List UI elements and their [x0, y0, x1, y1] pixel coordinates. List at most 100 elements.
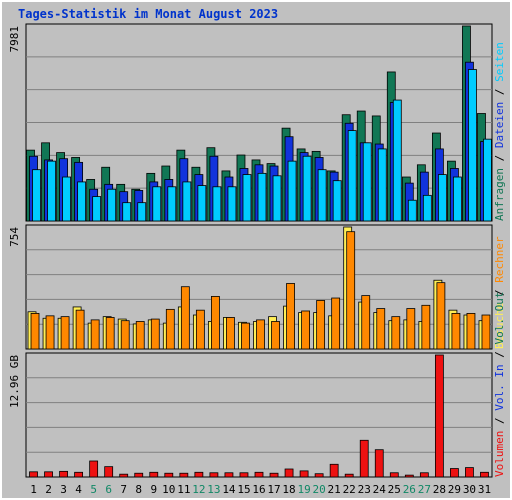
bar-visits-rechner-day-9 — [150, 318, 160, 350]
side-legend-volume: Volumen / Vol. In / Vol. Out — [493, 292, 506, 477]
x-tick-label-day-1: 1 — [30, 483, 37, 496]
x-tick-label-day-30: 30 — [463, 483, 476, 496]
x-tick-label-day-14: 14 — [222, 483, 236, 496]
x-tick-label-day-18: 18 — [282, 483, 295, 496]
bar-volume-volumen-day-12 — [194, 471, 204, 478]
x-tick-label-day-9: 9 — [150, 483, 157, 496]
bar-requests-seiten-day-18 — [287, 160, 297, 222]
legend-separator: / — [493, 283, 506, 303]
bar-visits-rechner-day-2 — [45, 315, 55, 350]
series-volumen — [29, 354, 489, 478]
chart-title: Tages-Statistik im Monat August 2023 — [18, 7, 278, 21]
bar-volume-volumen-day-16 — [254, 471, 264, 478]
legend-item-besuche: Besuche — [493, 303, 506, 349]
bar-visits-rechner-day-19 — [301, 310, 311, 350]
plot-area-volume — [25, 352, 493, 478]
bar-volume-volumen-day-25 — [389, 472, 399, 478]
chart-panels: 7981 Anfragen / Dateien / Seiten 754 Besuch… — [8, 23, 506, 478]
legend-item-vol-out: Vol. Out — [493, 292, 506, 345]
x-tick-label-day-26: 26 — [403, 483, 416, 496]
legend-item-vol-in: Vol. In — [493, 364, 506, 410]
legend-separator: / — [493, 148, 506, 168]
bar-visits-rechner-day-7 — [120, 320, 130, 350]
bar-volume-volumen-day-5 — [89, 460, 99, 478]
bar-requests-seiten-day-11 — [182, 181, 192, 222]
bar-requests-seiten-day-28 — [437, 174, 447, 222]
bar-volume-volumen-day-1 — [29, 471, 38, 478]
x-axis-day-labels: 1 2 3 4 5 6 7 8 9 10 11 12 13 14 15 16 17 18 19 20 21 22 23 24 2… — [30, 483, 491, 496]
x-tick-label-day-6: 6 — [105, 483, 112, 496]
x-tick-label-day-20: 20 — [313, 483, 326, 496]
bar-visits-rechner-day-10 — [165, 308, 175, 350]
bar-requests-seiten-day-31 — [483, 138, 492, 222]
x-tick-label-day-3: 3 — [60, 483, 67, 496]
x-tick-label-day-23: 23 — [358, 483, 371, 496]
bar-volume-volumen-day-18 — [284, 468, 294, 478]
bar-visits-rechner-day-17 — [271, 321, 280, 350]
bar-requests-seiten-day-29 — [453, 176, 462, 222]
y-max-label-volume: 12.96 GB — [8, 355, 21, 408]
bar-visits-rechner-day-13 — [210, 296, 220, 350]
bar-requests-seiten-day-16 — [257, 172, 267, 222]
x-tick-label-day-11: 11 — [177, 483, 190, 496]
bar-volume-volumen-day-31 — [480, 471, 489, 478]
bar-visits-rechner-day-5 — [90, 319, 100, 350]
legend-separator: / — [493, 345, 506, 365]
bar-requests-seiten-day-12 — [197, 185, 207, 222]
bar-visits-rechner-day-30 — [466, 312, 476, 350]
bar-visits-rechner-day-3 — [60, 316, 70, 350]
bar-requests-seiten-day-22 — [347, 130, 357, 222]
x-tick-label-day-24: 24 — [373, 483, 387, 496]
side-legend-text-volume: Volumen / Vol. In / Vol. Out — [493, 292, 506, 477]
bar-volume-volumen-day-19 — [299, 470, 309, 478]
bar-visits-rechner-day-18 — [286, 283, 295, 350]
side-legend-text-visits: Besuche / Rechner — [493, 236, 506, 349]
panel-visits: 754 Besuche / Rechner — [8, 224, 506, 350]
side-legend-visits: Besuche / Rechner — [493, 236, 506, 349]
bar-visits-rechner-day-24 — [376, 308, 386, 350]
x-tick-label-day-29: 29 — [448, 483, 461, 496]
x-tick-label-day-22: 22 — [343, 483, 356, 496]
bar-volume-volumen-day-2 — [44, 471, 53, 478]
series-rechner — [30, 231, 491, 350]
bar-volume-volumen-day-20 — [314, 473, 324, 478]
bar-requests-seiten-day-20 — [317, 169, 327, 222]
bar-requests-seiten-day-24 — [377, 148, 387, 222]
side-legend-text-requests: Anfragen / Dateien / Seiten — [493, 42, 506, 221]
bar-visits-rechner-day-22 — [346, 231, 356, 350]
y-max-label-visits: 754 — [8, 227, 21, 247]
x-tick-label-day-2: 2 — [45, 483, 52, 496]
bar-volume-volumen-day-17 — [269, 472, 279, 478]
x-tick-label-day-16: 16 — [252, 483, 265, 496]
y-max-label-requests: 7981 — [8, 26, 21, 53]
bar-visits-rechner-day-31 — [481, 314, 491, 350]
bar-volume-volumen-day-6 — [104, 466, 114, 478]
x-tick-label-day-13: 13 — [207, 483, 220, 496]
side-legend-requests: Anfragen / Dateien / Seiten — [493, 42, 506, 221]
bar-visits-rechner-day-6 — [105, 317, 115, 350]
legend-separator: / — [493, 82, 506, 102]
bar-requests-seiten-day-6 — [107, 188, 117, 222]
bar-visits-rechner-day-16 — [256, 319, 265, 350]
bar-requests-seiten-day-21 — [332, 180, 342, 222]
bar-visits-rechner-day-20 — [316, 300, 326, 350]
x-tick-label-day-12: 12 — [192, 483, 205, 496]
legend-item-volumen: Volumen — [493, 431, 506, 477]
bar-requests-seiten-day-9 — [152, 186, 162, 222]
bar-volume-volumen-day-23 — [359, 439, 369, 478]
x-tick-label-day-21: 21 — [328, 483, 341, 496]
bar-volume-volumen-day-26 — [404, 474, 414, 478]
bar-requests-seiten-day-27 — [422, 194, 432, 222]
bar-volume-volumen-day-4 — [74, 471, 84, 478]
bar-requests-seiten-day-19 — [302, 155, 312, 222]
bar-requests-seiten-day-10 — [167, 186, 177, 222]
panel-volume: 12.96 GB Volumen / Vol. In / Vol. Out — [8, 292, 506, 478]
bar-volume-volumen-day-10 — [164, 472, 174, 478]
bar-requests-seiten-day-17 — [272, 175, 282, 222]
x-tick-label-day-5: 5 — [90, 483, 97, 496]
bar-visits-rechner-day-1 — [30, 312, 40, 350]
bar-requests-seiten-day-13 — [212, 186, 222, 222]
bar-visits-rechner-day-15 — [241, 322, 250, 350]
